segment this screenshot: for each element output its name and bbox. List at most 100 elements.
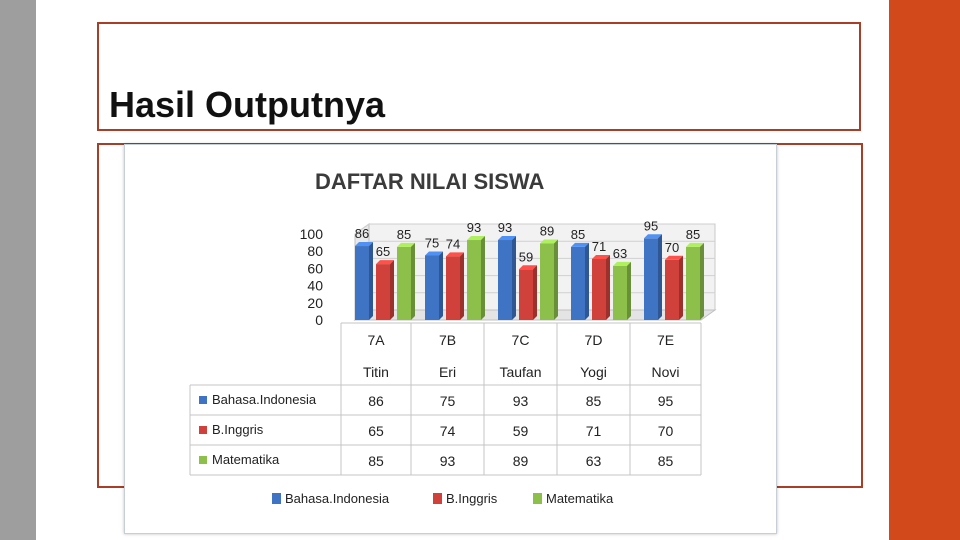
table-cell: 70 (658, 423, 674, 439)
x-category-label: 7E (657, 332, 674, 348)
table-cell: 85 (658, 453, 674, 469)
bar (686, 246, 700, 320)
x-category-label: 7B (439, 332, 456, 348)
bar-side (554, 239, 558, 320)
table-cell: 95 (658, 393, 674, 409)
legend-swatch (533, 493, 542, 504)
bar-side (627, 261, 631, 320)
data-label: 89 (540, 223, 554, 238)
gridline (354, 223, 715, 235)
data-label: 85 (686, 227, 700, 242)
bar (644, 238, 658, 320)
x-name-label: Yogi (580, 364, 607, 380)
bar-side (460, 252, 464, 320)
legend-entry: Matematika (546, 491, 614, 506)
y-tick-label: 100 (300, 226, 324, 242)
data-label: 59 (519, 249, 533, 264)
x-name-label: Titin (363, 364, 389, 380)
title-placeholder: Hasil Outputnya (97, 22, 861, 131)
data-label: 93 (467, 220, 481, 235)
bar (397, 246, 411, 320)
legend-swatch (199, 426, 207, 434)
bar (498, 240, 512, 320)
bar-side (481, 236, 485, 320)
x-category-label: 7C (512, 332, 530, 348)
bar-top (686, 242, 704, 247)
table-series-label: B.Inggris (212, 422, 264, 437)
bar (571, 246, 585, 320)
data-label: 65 (376, 244, 390, 259)
bar (665, 259, 679, 320)
data-label: 71 (592, 239, 606, 254)
right-accent-strip (889, 0, 960, 540)
bar (376, 264, 390, 320)
y-tick-label: 60 (307, 260, 323, 276)
bar (467, 240, 481, 320)
data-label: 75 (425, 236, 439, 251)
bar (592, 258, 606, 320)
bar-top (571, 242, 589, 247)
bar-side (439, 251, 443, 320)
bar-side (606, 254, 610, 320)
y-tick-label: 20 (307, 295, 323, 311)
y-tick-label: 80 (307, 243, 323, 259)
table-cell: 85 (586, 393, 602, 409)
legend-swatch (433, 493, 442, 504)
data-label: 70 (665, 240, 679, 255)
data-label: 85 (571, 227, 585, 242)
y-tick-label: 0 (315, 312, 323, 328)
bar (446, 256, 460, 320)
x-name-label: Novi (651, 364, 679, 380)
bar (519, 269, 533, 320)
bar-top (446, 252, 464, 257)
table-cell: 71 (586, 423, 602, 439)
bar-top (498, 236, 516, 241)
table-cell: 89 (513, 453, 529, 469)
bar-top (592, 254, 610, 259)
bar-top (425, 251, 443, 256)
bar-top (376, 260, 394, 265)
legend-entry: Bahasa.Indonesia (285, 491, 390, 506)
bar (355, 246, 369, 320)
bar-top (540, 239, 558, 244)
table-cell: 59 (513, 423, 529, 439)
table-cell: 93 (513, 393, 529, 409)
bar-side (390, 260, 394, 320)
bar-side (369, 242, 373, 320)
x-name-label: Eri (439, 364, 456, 380)
bar-side (658, 234, 662, 320)
bar (613, 265, 627, 320)
left-decor-strip (0, 0, 36, 540)
bar-top (665, 255, 683, 260)
bar-top (613, 261, 631, 266)
data-label: 93 (498, 220, 512, 235)
table-cell: 86 (368, 393, 384, 409)
y-tick-label: 40 (307, 278, 323, 294)
bar-top (397, 242, 415, 247)
table-cell: 63 (586, 453, 602, 469)
bar-side (512, 236, 516, 320)
data-label: 63 (613, 246, 627, 261)
x-category-label: 7A (367, 332, 385, 348)
x-category-label: 7D (585, 332, 603, 348)
chart-title: DAFTAR NILAI SISWA (315, 169, 544, 194)
bar-top (644, 234, 662, 239)
bar (425, 255, 439, 320)
table-series-label: Bahasa.Indonesia (212, 392, 317, 407)
bar (540, 243, 554, 320)
legend-swatch (199, 396, 207, 404)
table-cell: 74 (440, 423, 456, 439)
data-label: 85 (397, 227, 411, 242)
data-label: 74 (446, 236, 460, 251)
bar-side (533, 265, 537, 320)
bar-top (467, 236, 485, 241)
bar-side (700, 242, 704, 320)
chart-image: DAFTAR NILAI SISWA 100 80 60 40 20 0 86 65 85 75 7… (124, 144, 777, 534)
x-name-label: Taufan (499, 364, 541, 380)
table-cell: 93 (440, 453, 456, 469)
bar-side (585, 242, 589, 320)
legend-swatch (199, 456, 207, 464)
table-series-label: Matematika (212, 452, 280, 467)
table-cell: 75 (440, 393, 456, 409)
